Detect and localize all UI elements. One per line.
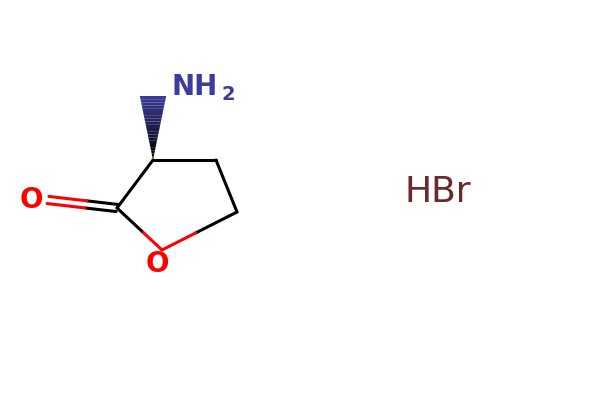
Polygon shape [151,150,155,154]
Polygon shape [142,106,164,109]
Text: O: O [145,250,169,278]
Polygon shape [152,157,154,160]
Polygon shape [147,131,159,134]
Polygon shape [145,122,161,125]
Text: HBr: HBr [404,175,472,209]
Text: O: O [19,186,43,214]
Polygon shape [140,96,166,99]
Text: 2: 2 [221,84,235,104]
Polygon shape [145,118,161,122]
Polygon shape [143,112,163,115]
Polygon shape [151,147,155,150]
Polygon shape [149,141,157,144]
Polygon shape [148,134,158,138]
Polygon shape [146,128,160,131]
Text: NH: NH [172,73,218,101]
Polygon shape [148,138,158,141]
Polygon shape [152,154,154,157]
Polygon shape [141,102,165,106]
Polygon shape [140,99,166,102]
Polygon shape [144,115,162,118]
Polygon shape [150,144,156,147]
Polygon shape [142,109,164,112]
Polygon shape [146,125,160,128]
